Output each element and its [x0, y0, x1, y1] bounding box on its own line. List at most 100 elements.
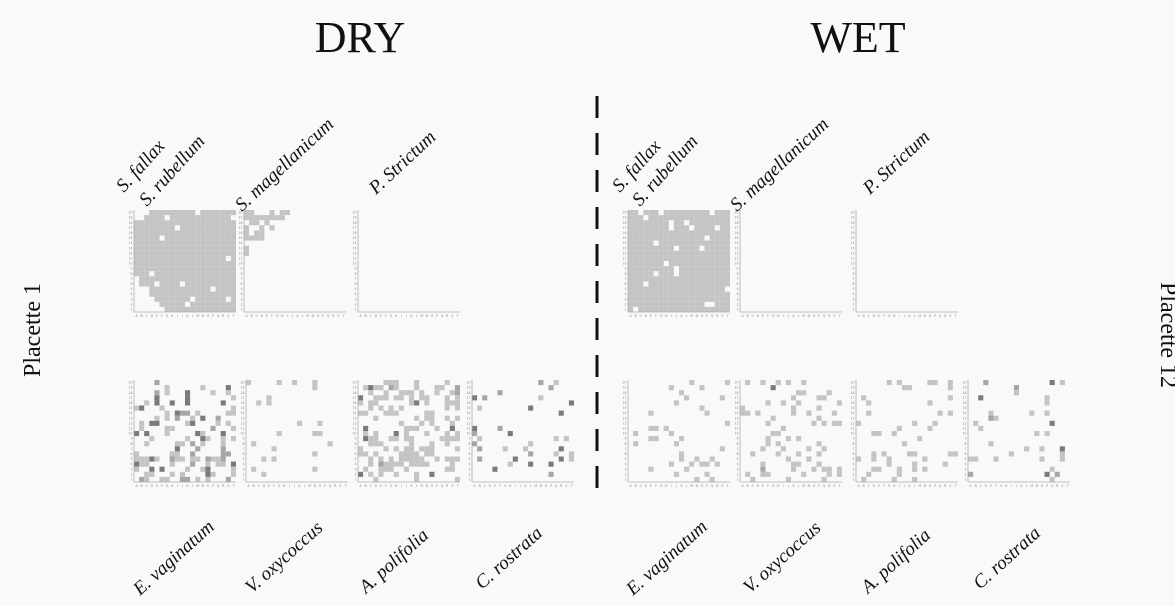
heatmap-cell — [704, 220, 710, 226]
heatmap-cell — [429, 471, 435, 477]
heatmap-cell — [653, 255, 659, 261]
y-tick-label: 20 — [240, 381, 244, 385]
x-tick-label: L — [302, 314, 304, 318]
species-label: V. oxycoccus — [241, 517, 327, 597]
heatmap-cell — [230, 225, 236, 231]
heatmap-cell — [709, 245, 715, 251]
heatmap-cell — [205, 230, 211, 236]
heatmap-cell — [699, 210, 705, 216]
heatmap-cell — [159, 225, 165, 231]
y-tick-label: 18 — [850, 391, 854, 395]
heatmap-cell — [195, 220, 201, 226]
heatmap-cell — [225, 451, 231, 457]
heatmap-cell — [714, 215, 720, 221]
heatmap-cell — [144, 230, 150, 236]
heatmap-cell — [528, 405, 534, 411]
heatmap-cell — [205, 215, 211, 221]
x-tick-label: C — [752, 314, 755, 318]
heatmap-cell — [684, 266, 690, 272]
x-tick-label: D — [757, 314, 760, 318]
heatmap-cell — [694, 250, 700, 256]
y-tick-label: 12 — [734, 421, 738, 425]
heatmap-cell — [643, 271, 649, 277]
x-tick-label: H — [395, 314, 398, 318]
heatmap-cell — [312, 451, 318, 457]
x-tick-label: B — [635, 314, 637, 318]
heatmap-cell — [653, 296, 659, 302]
heatmap-cell — [528, 451, 534, 457]
heatmap-cell — [553, 436, 559, 442]
heatmap-cell — [403, 456, 409, 462]
heatmap-cell — [673, 400, 679, 406]
x-tick-label: C — [484, 484, 487, 488]
heatmap-cell — [668, 306, 674, 312]
x-tick-label: T — [343, 484, 346, 488]
heatmap-cell — [164, 220, 170, 226]
heatmap-cell — [434, 390, 440, 396]
heatmap-cell — [210, 250, 216, 256]
x-tick-label: D — [645, 484, 648, 488]
heatmap-cell — [205, 296, 211, 302]
heatmap-cell — [179, 271, 185, 277]
heatmap-cell — [1049, 476, 1055, 482]
heatmap-cell — [230, 271, 236, 277]
heatmap-cell — [190, 210, 196, 216]
heatmap-cell — [154, 400, 160, 406]
heatmap-cell — [174, 255, 180, 261]
heatmap-cell — [174, 296, 180, 302]
y-tick-label: 16 — [622, 231, 626, 235]
heatmap-cell — [668, 255, 674, 261]
heatmap-cell — [922, 456, 928, 462]
y-tick-label: 11 — [352, 426, 356, 430]
x-tick-label: S — [451, 484, 453, 488]
y-tick-label: 2 — [354, 302, 356, 306]
y-tick-label: 6 — [964, 452, 966, 456]
x-tick-label: M — [1030, 484, 1033, 488]
heatmap-cell — [210, 301, 216, 307]
heatmap-cell — [363, 436, 369, 442]
heatmap-cell — [1013, 390, 1019, 396]
heatmap-cell — [668, 276, 674, 282]
heatmap-cell — [154, 255, 160, 261]
y-tick-label: 5 — [736, 457, 738, 461]
heatmap-cell — [220, 286, 226, 292]
y-tick-label: 9 — [468, 437, 470, 441]
heatmap-cell — [668, 286, 674, 292]
y-tick-label: 10 — [466, 432, 470, 436]
heatmap-cell — [164, 276, 170, 282]
heatmap-cell — [663, 286, 669, 292]
heatmap-cell — [244, 215, 250, 221]
heatmap-cell — [220, 301, 226, 307]
y-tick-label: 9 — [736, 437, 738, 441]
heatmap-cell — [403, 446, 409, 452]
heatmap-cell — [658, 220, 664, 226]
y-tick-label: 8 — [130, 442, 132, 446]
heatmap-cell — [424, 461, 430, 467]
x-tick-label: T — [231, 484, 234, 488]
heatmap-cell — [169, 471, 175, 477]
x-tick-label: A — [247, 484, 250, 488]
heatmap-cell — [174, 281, 180, 287]
heatmap-cell — [449, 425, 455, 431]
heatmap-cell — [658, 266, 664, 272]
x-tick-label: K — [681, 484, 684, 488]
heatmap-cell — [419, 390, 425, 396]
y-tick-label: 1 — [736, 307, 738, 311]
heatmap-cell — [230, 240, 236, 246]
heatmap-cell — [694, 225, 700, 231]
heatmap-cell — [169, 271, 175, 277]
x-tick-label: C — [256, 314, 259, 318]
heatmap-cell — [694, 245, 700, 251]
heatmap-cell — [200, 271, 206, 277]
x-tick-label: E — [878, 484, 880, 488]
heatmap-cell — [704, 230, 710, 236]
heatmap-cell — [775, 441, 781, 447]
heatmap-cell — [836, 466, 842, 472]
heatmap-cell — [164, 415, 170, 421]
x-tick-label: F — [273, 484, 275, 488]
heatmap-cell — [1059, 446, 1065, 452]
y-tick-label: 17 — [352, 226, 356, 230]
heatmap-cell — [393, 436, 399, 442]
heatmap-cell — [179, 291, 185, 297]
heatmap-cell — [714, 276, 720, 282]
